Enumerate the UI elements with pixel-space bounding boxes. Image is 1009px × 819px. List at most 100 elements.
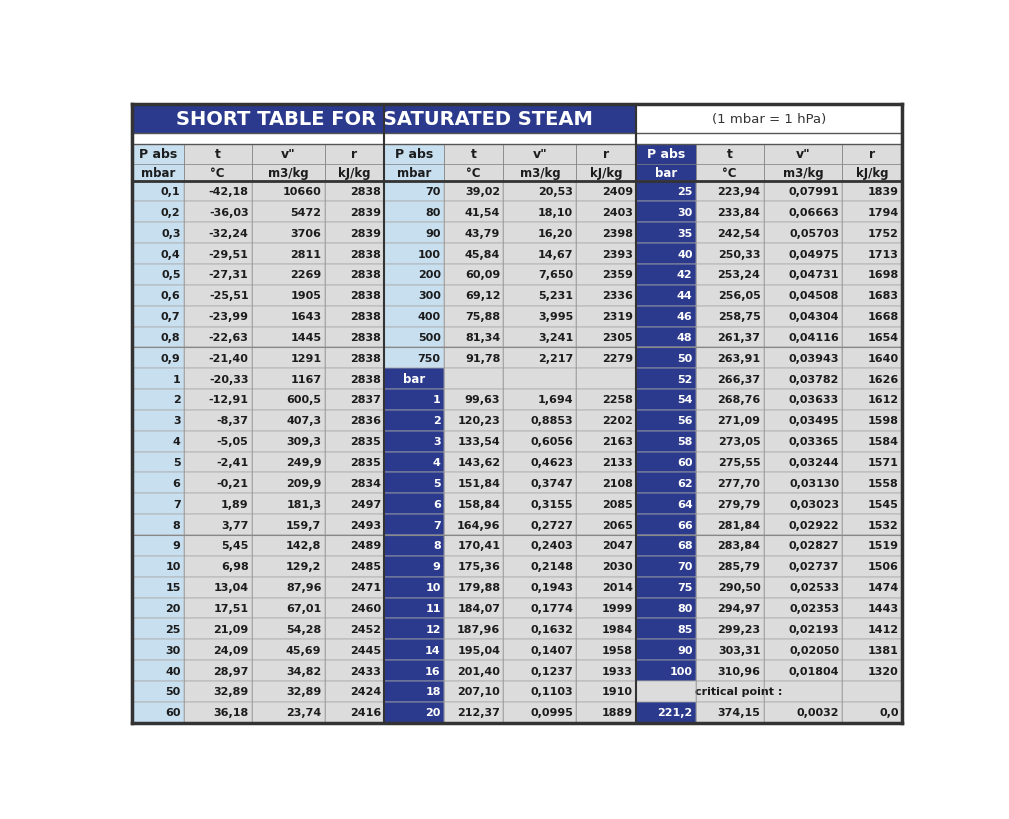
Text: 0,02533: 0,02533 (789, 582, 839, 592)
Bar (764, 598, 843, 618)
Text: 2: 2 (433, 416, 441, 426)
Bar (764, 494, 843, 514)
Text: 1999: 1999 (601, 604, 633, 613)
Text: 0,1: 0,1 (161, 187, 181, 197)
Text: 39,02: 39,02 (465, 187, 500, 197)
Text: 1: 1 (433, 395, 441, 405)
Bar (251, 223, 325, 244)
Text: 0,0: 0,0 (879, 708, 899, 717)
Text: 3,995: 3,995 (538, 312, 573, 322)
Text: mbar: mbar (141, 166, 176, 179)
Text: 179,88: 179,88 (457, 582, 500, 592)
Text: 11: 11 (425, 604, 441, 613)
Bar (503, 702, 576, 722)
Text: 24,09: 24,09 (213, 645, 248, 655)
Bar (636, 327, 695, 348)
Text: 1381: 1381 (868, 645, 899, 655)
Text: 1839: 1839 (868, 187, 899, 197)
Text: 20: 20 (426, 708, 441, 717)
Bar (576, 618, 636, 640)
Text: 2269: 2269 (291, 270, 322, 280)
Bar (636, 369, 695, 390)
Text: 0,02827: 0,02827 (789, 541, 839, 550)
Bar (132, 390, 184, 410)
Bar (576, 577, 636, 598)
Text: 175,36: 175,36 (457, 562, 500, 572)
Text: 2836: 2836 (350, 416, 381, 426)
Text: 1291: 1291 (291, 353, 322, 364)
Bar (184, 369, 251, 390)
Text: 2460: 2460 (350, 604, 381, 613)
Text: P abs: P abs (139, 148, 178, 161)
Bar (636, 348, 695, 369)
Text: 3: 3 (433, 437, 441, 446)
Bar (444, 556, 503, 577)
Text: 10660: 10660 (283, 187, 322, 197)
Text: 0,01804: 0,01804 (789, 666, 839, 676)
Text: 2416: 2416 (350, 708, 381, 717)
Bar (251, 514, 325, 536)
Text: 2: 2 (173, 395, 181, 405)
Bar (184, 432, 251, 452)
Text: 0,2403: 0,2403 (531, 541, 573, 550)
Text: 2838: 2838 (350, 333, 381, 342)
Bar (251, 265, 325, 286)
Text: 0,3: 0,3 (161, 229, 181, 238)
Bar (251, 702, 325, 722)
Bar (132, 494, 184, 514)
Text: 14: 14 (425, 645, 441, 655)
Text: 2838: 2838 (350, 249, 381, 260)
Bar (444, 144, 503, 165)
Bar (132, 702, 184, 722)
Bar (444, 244, 503, 265)
Text: v": v" (281, 148, 296, 161)
Bar (444, 681, 503, 702)
Bar (695, 473, 764, 494)
Text: kJ/kg: kJ/kg (856, 166, 888, 179)
Text: 17,51: 17,51 (213, 604, 248, 613)
Bar (184, 494, 251, 514)
Bar (132, 410, 184, 432)
Bar (843, 452, 902, 473)
Bar (843, 265, 902, 286)
Text: 2838: 2838 (350, 374, 381, 384)
Bar (503, 473, 576, 494)
Text: 0,6056: 0,6056 (531, 437, 573, 446)
Text: 294,97: 294,97 (717, 604, 761, 613)
Text: 20,53: 20,53 (539, 187, 573, 197)
Bar (444, 452, 503, 473)
Text: -36,03: -36,03 (209, 207, 248, 218)
Text: 195,04: 195,04 (457, 645, 500, 655)
Bar (636, 577, 695, 598)
Text: 0,2148: 0,2148 (531, 562, 573, 572)
Text: 44: 44 (677, 291, 692, 301)
Text: 159,7: 159,7 (287, 520, 322, 530)
Text: 4: 4 (173, 437, 181, 446)
Bar (764, 556, 843, 577)
Bar (325, 598, 384, 618)
Text: 10: 10 (165, 562, 181, 572)
Bar (184, 244, 251, 265)
Bar (325, 410, 384, 432)
Bar (636, 432, 695, 452)
Bar (636, 514, 695, 536)
Text: 90: 90 (425, 229, 441, 238)
Bar (636, 618, 695, 640)
Text: 1443: 1443 (868, 604, 899, 613)
Text: 46: 46 (677, 312, 692, 322)
Bar (576, 165, 636, 181)
Text: 1698: 1698 (868, 270, 899, 280)
Text: 14,67: 14,67 (538, 249, 573, 260)
Bar (695, 494, 764, 514)
Bar (636, 536, 695, 556)
Text: 7: 7 (173, 499, 181, 509)
Text: 0,2: 0,2 (161, 207, 181, 218)
Bar (695, 702, 764, 722)
Text: 0,03943: 0,03943 (789, 353, 839, 364)
Bar (576, 702, 636, 722)
Bar (384, 640, 444, 660)
Text: 0,02353: 0,02353 (789, 604, 839, 613)
Text: kJ/kg: kJ/kg (338, 166, 370, 179)
Bar (325, 144, 384, 165)
Bar (384, 681, 444, 702)
